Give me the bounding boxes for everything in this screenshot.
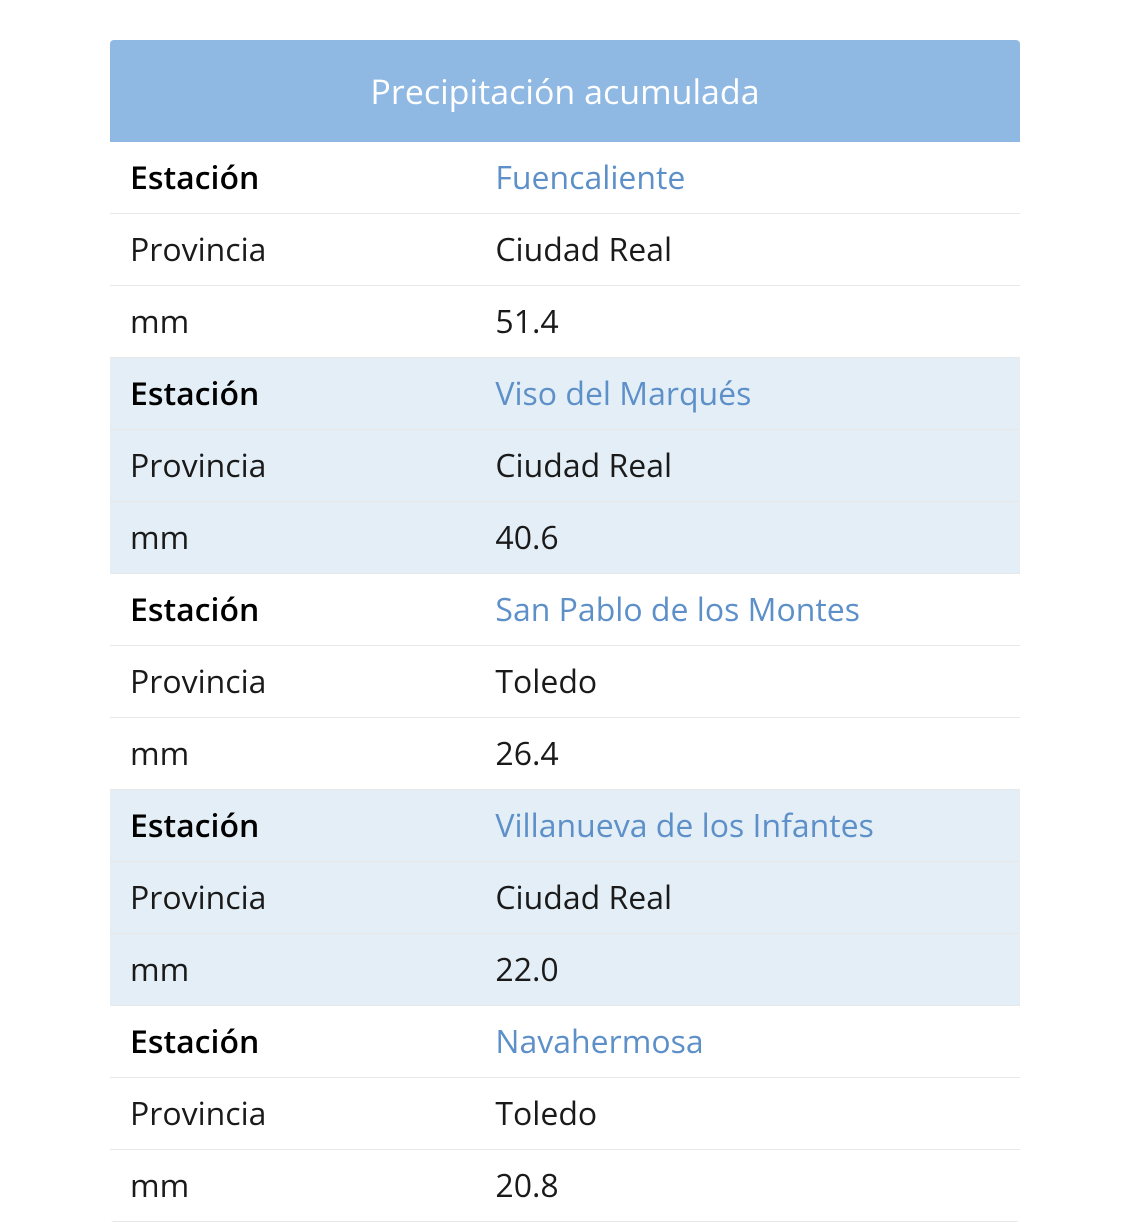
value-estacion[interactable]: Viso del Marqués [495, 372, 1000, 415]
value-mm: 22.0 [495, 948, 1000, 991]
value-provincia: Ciudad Real [495, 444, 1000, 487]
label-provincia: Provincia [130, 228, 495, 271]
row-provincia: Provincia Toledo [110, 1078, 1020, 1150]
label-mm: mm [130, 516, 495, 559]
value-provincia: Ciudad Real [495, 228, 1000, 271]
value-mm: 20.8 [495, 1164, 1000, 1207]
label-provincia: Provincia [130, 444, 495, 487]
row-provincia: Provincia Ciudad Real [110, 430, 1020, 502]
row-mm: mm 26.4 [110, 718, 1020, 790]
label-provincia: Provincia [130, 1092, 495, 1135]
label-mm: mm [130, 732, 495, 775]
row-estacion: Estación San Pablo de los Montes [110, 574, 1020, 646]
row-estacion: Estación Viso del Marqués [110, 358, 1020, 430]
value-estacion[interactable]: Fuencaliente [495, 156, 1000, 199]
label-estacion: Estación [130, 1020, 495, 1063]
value-mm: 40.6 [495, 516, 1000, 559]
table-row: Estación San Pablo de los Montes Provinc… [110, 574, 1020, 790]
label-provincia: Provincia [130, 660, 495, 703]
table-header: Precipitación acumulada [110, 40, 1020, 142]
value-estacion[interactable]: Villanueva de los Infantes [495, 804, 1000, 847]
row-mm: mm 51.4 [110, 286, 1020, 358]
label-mm: mm [130, 1164, 495, 1207]
table-row: Estación Viso del Marqués Provincia Ciud… [110, 358, 1020, 574]
table-row: Estación Fuencaliente Provincia Ciudad R… [110, 142, 1020, 358]
row-estacion: Estación Navahermosa [110, 1006, 1020, 1078]
table-row: Estación Villanueva de los Infantes Prov… [110, 790, 1020, 1006]
value-estacion[interactable]: Navahermosa [495, 1020, 1000, 1063]
label-estacion: Estación [130, 588, 495, 631]
row-provincia: Provincia Toledo [110, 646, 1020, 718]
row-estacion: Estación Fuencaliente [110, 142, 1020, 214]
value-mm: 51.4 [495, 300, 1000, 343]
row-provincia: Provincia Ciudad Real [110, 214, 1020, 286]
row-mm: mm 40.6 [110, 502, 1020, 574]
label-provincia: Provincia [130, 876, 495, 919]
value-provincia: Ciudad Real [495, 876, 1000, 919]
value-provincia: Toledo [495, 660, 1000, 703]
row-mm: mm 20.8 [110, 1150, 1020, 1222]
value-provincia: Toledo [495, 1092, 1000, 1135]
value-mm: 26.4 [495, 732, 1000, 775]
precipitation-table: Precipitación acumulada Estación Fuencal… [110, 40, 1020, 1222]
value-estacion[interactable]: San Pablo de los Montes [495, 588, 1000, 631]
label-estacion: Estación [130, 372, 495, 415]
label-estacion: Estación [130, 804, 495, 847]
label-mm: mm [130, 948, 495, 991]
table-title: Precipitación acumulada [370, 68, 759, 114]
label-mm: mm [130, 300, 495, 343]
label-estacion: Estación [130, 156, 495, 199]
row-mm: mm 22.0 [110, 934, 1020, 1006]
row-estacion: Estación Villanueva de los Infantes [110, 790, 1020, 862]
table-row: Estación Navahermosa Provincia Toledo mm… [110, 1006, 1020, 1222]
row-provincia: Provincia Ciudad Real [110, 862, 1020, 934]
